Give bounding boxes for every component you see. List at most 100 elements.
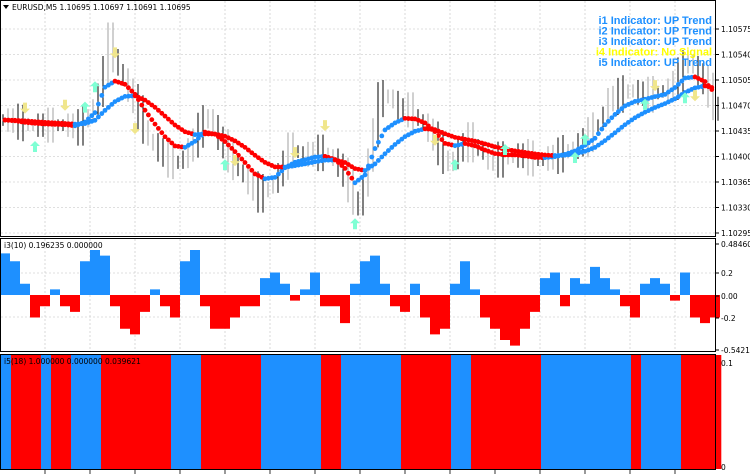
histogram-bar: [10, 261, 20, 295]
histogram-bar: [70, 295, 80, 312]
ma1-dot: [506, 152, 511, 158]
ma1-dot: [596, 131, 601, 137]
histogram-bar: [20, 283, 30, 295]
ma2-dot: [326, 157, 331, 163]
i5-band: [351, 355, 362, 469]
price-label: 1.10575: [721, 25, 750, 34]
i5-band: [61, 355, 72, 469]
ma2-dot: [322, 157, 328, 163]
ma1-dot: [362, 172, 368, 178]
ma2-dot: [612, 130, 618, 136]
ma2-dot: [96, 114, 101, 120]
i5-axis-label: 0.1: [721, 359, 733, 368]
histogram-bar: [130, 295, 140, 335]
ma2-dot: [232, 138, 238, 144]
histogram-bar: [200, 295, 210, 307]
histogram-bar: [420, 295, 430, 318]
histogram-bar: [700, 295, 710, 324]
signal-arrows-layer: [20, 47, 700, 230]
ma2-dot: [92, 117, 98, 123]
up-arrow-icon: [570, 151, 580, 163]
i5-band: [101, 355, 112, 469]
histogram-bar: [460, 261, 470, 295]
ma1-dot: [616, 109, 621, 114]
i5-band: [261, 355, 272, 469]
i5-band: [111, 355, 122, 469]
ma1-dot: [89, 113, 95, 119]
ma1-dot: [382, 127, 388, 133]
histogram-bar: [690, 295, 700, 318]
histogram-bar: [500, 295, 510, 340]
ma2-dot: [146, 100, 151, 105]
ma1-dot: [679, 78, 685, 84]
histogram-bar: [390, 295, 400, 307]
price-label: 1.10400: [721, 153, 750, 162]
histogram-bar: [120, 295, 130, 329]
ma2-dot: [102, 107, 108, 113]
i5-band: [131, 355, 142, 469]
ma1-dot: [672, 85, 678, 90]
histogram-bar: [680, 272, 690, 295]
ma2-dot: [619, 124, 625, 130]
price-label: 1.10330: [721, 204, 750, 213]
dropdown-triangle-icon[interactable]: [3, 5, 9, 9]
ma1-dot: [86, 116, 91, 122]
ma1-dot: [149, 117, 155, 123]
i5-band: [571, 355, 582, 469]
histogram-bar: [520, 295, 530, 329]
ma2-dot: [42, 119, 48, 125]
histogram-bar: [320, 295, 330, 307]
ma1-dot: [662, 91, 668, 97]
ma2-dot: [142, 97, 148, 103]
histogram-bar: [370, 255, 380, 295]
ma2-dot: [379, 154, 385, 160]
ma2-dot: [396, 139, 401, 145]
ma2-dot: [602, 138, 608, 144]
ma2-dot: [159, 110, 165, 116]
up-arrow-icon: [30, 141, 40, 153]
histogram-bar: [0, 253, 10, 295]
histogram-bar: [670, 295, 680, 301]
histogram-bar: [150, 289, 160, 295]
histogram-bar: [240, 295, 250, 307]
symbol-info: EURUSD,M5 1.10695 1.10697 1.10691 1.1069…: [12, 3, 191, 12]
down-arrow-icon: [430, 134, 440, 146]
down-arrow-icon: [110, 47, 120, 59]
histogram-bar: [50, 289, 60, 295]
i5-band: [681, 355, 692, 469]
ma1-dot: [342, 165, 348, 171]
i5-band: [51, 355, 62, 469]
i5-band: [481, 355, 492, 469]
ma1-dot: [602, 122, 608, 128]
histogram-bar: [300, 289, 310, 295]
price-label: 1.10540: [721, 51, 750, 60]
i5-band: [361, 355, 372, 469]
histogram-bar: [140, 295, 150, 312]
price-axis: 1.10575 1.10540 1.10505 1.10470 1.10435 1.104…: [716, 25, 750, 472]
histogram-bar: [90, 250, 100, 295]
ma1-dot: [232, 149, 238, 155]
i5-band: [511, 355, 522, 469]
i5-band: [321, 355, 332, 469]
pane-frames: [0, 0, 716, 470]
up-arrow-icon: [640, 98, 650, 110]
ma2-dot: [12, 117, 18, 123]
ma1-dot: [129, 88, 135, 94]
ma2-dot: [242, 144, 248, 150]
histogram-bar: [250, 295, 260, 307]
i5-band: [641, 355, 652, 469]
ma2-dot: [546, 152, 551, 158]
ma2-dot: [386, 148, 391, 153]
ma2-dot: [616, 127, 621, 133]
histogram-bar: [600, 278, 610, 295]
i5-band: [461, 355, 472, 469]
histogram-bar: [270, 272, 280, 295]
ma1-dot: [532, 155, 538, 160]
ma1-dot: [279, 168, 285, 174]
i5-band: [411, 355, 422, 469]
i5-band: [31, 355, 42, 469]
i3-axis-label: 0.484604: [721, 240, 750, 249]
down-arrow-icon: [320, 120, 330, 132]
i5-band: [171, 355, 182, 469]
